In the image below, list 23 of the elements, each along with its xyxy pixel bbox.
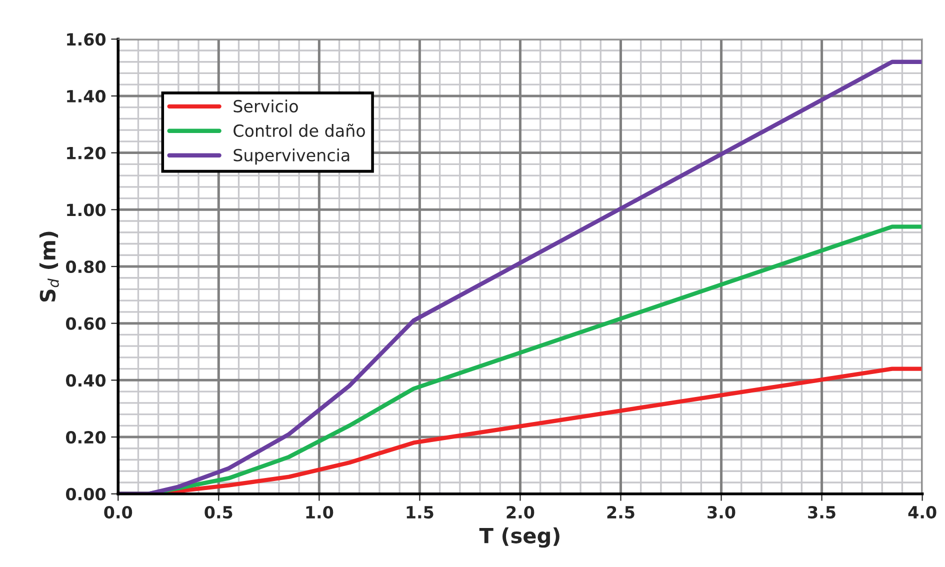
x-tick-label: 4.0 [908, 506, 936, 519]
legend-label: Servicio [234, 100, 298, 112]
y-tick-label: 0.00 [66, 488, 106, 500]
x-tick-label: 2.0 [506, 506, 534, 519]
x-axis-title: T (seg) [479, 527, 560, 548]
legend-label: Supervivencia [234, 148, 350, 165]
y-axis-title: S$_{d}$ (m) [39, 232, 59, 302]
y-tick-label: 1.00 [67, 204, 106, 216]
x-tick-label: 1.0 [306, 506, 334, 519]
x-tick-label: 1.5 [406, 506, 434, 519]
y-tick-label: 0.80 [66, 260, 106, 274]
x-tick-label: 3.5 [808, 506, 836, 519]
x-tick-label: 0.0 [104, 506, 132, 519]
x-tick-label: 0.5 [204, 506, 232, 519]
y-tick-label: 1.20 [67, 146, 106, 160]
legend-label: Control de daño [234, 124, 365, 137]
x-tick-label: 2.5 [607, 506, 634, 519]
y-tick-label: 1.40 [67, 90, 106, 103]
y-tick-label: 1.60 [67, 33, 106, 46]
x-tick-label: 3.0 [708, 506, 736, 519]
y-tick-label: 0.20 [66, 430, 106, 444]
y-tick-label: 0.40 [66, 374, 106, 387]
y-tick-label: 0.60 [66, 317, 106, 330]
